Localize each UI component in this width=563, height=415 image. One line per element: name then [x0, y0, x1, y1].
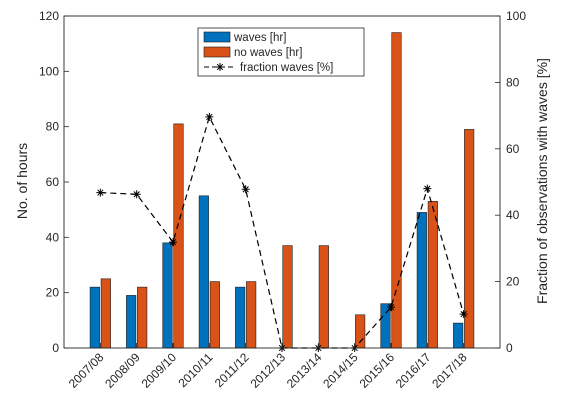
x-tick-label: 2015/16	[357, 350, 398, 391]
y-right-tick-label: 100	[506, 9, 526, 23]
y-right-tick-label: 40	[506, 208, 520, 222]
y-left-tick-label: 100	[39, 64, 59, 78]
no-waves-bar-2008-09	[137, 286, 148, 349]
legend: waves [hr] no waves [hr] fraction waves [%…	[197, 27, 365, 77]
x-tick-label: 2012/13	[248, 350, 289, 391]
y-axis-left-title: No. of hours	[14, 143, 30, 219]
fraction-marker-2017-18	[459, 310, 468, 319]
bars-layer	[89, 32, 475, 349]
fraction-marker-2015-16	[387, 303, 395, 312]
waves-bar-2016-17	[416, 212, 427, 349]
x-tick-label: 2017/18	[429, 350, 470, 391]
y-right-tick-label: 0	[506, 341, 513, 355]
y-left-tick-label: 60	[46, 175, 60, 189]
x-tick-label: 2011/12	[212, 350, 252, 390]
y-right-tick-label: 20	[506, 275, 520, 289]
legend-label: waves [hr]	[233, 32, 286, 44]
waves-bar-2017-18	[453, 322, 464, 349]
waves-bar-2009-10	[162, 242, 173, 349]
legend-label: fraction waves [%]	[240, 62, 333, 74]
y-right-tick-label: 60	[506, 142, 520, 156]
no-waves-bar-2016-17	[427, 201, 438, 349]
fraction-marker-2010-11	[205, 112, 214, 121]
legend-label: no waves [hr]	[234, 47, 302, 59]
y-axis-right-title: Fraction of observations with waves [%]	[534, 58, 550, 304]
no-waves-bar-2013-14	[318, 245, 329, 349]
y-left-tick-label: 40	[46, 230, 60, 244]
y-left-tick-label: 120	[39, 9, 59, 23]
fraction-marker-2007-08	[96, 188, 105, 197]
fraction-marker-2011-12	[241, 185, 250, 194]
legend-swatch	[203, 46, 231, 58]
x-tick-label: 2010/11	[176, 350, 216, 390]
x-tick-label: 2008/09	[102, 350, 143, 391]
no-waves-bar-2014-15	[355, 314, 366, 349]
y-left-tick-label: 80	[46, 120, 60, 134]
x-tick-label: 2016/17	[393, 350, 434, 391]
legend-item-waves: waves [hr]	[203, 31, 286, 44]
legend-marker	[216, 63, 224, 71]
no-waves-bar-2017-18	[464, 129, 475, 349]
no-waves-bar-2007-08	[100, 278, 111, 349]
legend-swatch	[203, 31, 231, 43]
no-waves-bar-2011-12	[246, 281, 257, 349]
x-tick-label: 2009/10	[139, 350, 180, 391]
x-tick-label: 2014/15	[320, 350, 361, 391]
waves-bar-2010-11	[198, 195, 209, 349]
no-waves-bar-2010-11	[209, 281, 220, 349]
waves-bar-2008-09	[126, 295, 137, 349]
x-tick-label: 2007/08	[66, 350, 107, 391]
fraction-waves-line	[100, 115, 465, 349]
no-waves-bar-2012-13	[282, 245, 293, 349]
fraction-line-layer	[96, 112, 468, 352]
fraction-marker-2009-10	[169, 238, 177, 247]
legend-item-fraction-waves: fraction waves [%]	[204, 62, 333, 74]
y-left-tick-label: 0	[52, 341, 59, 355]
y-right-tick-label: 80	[506, 75, 520, 89]
y-left-tick-label: 20	[46, 286, 60, 300]
fraction-marker-2008-09	[132, 190, 141, 199]
waves-bar-2011-12	[235, 286, 246, 349]
fraction-marker-2016-17	[423, 184, 432, 193]
x-tick-label: 2013/14	[284, 350, 325, 391]
legend-item-no-waves: no waves [hr]	[203, 46, 302, 59]
waves-bar-2007-08	[89, 286, 100, 349]
